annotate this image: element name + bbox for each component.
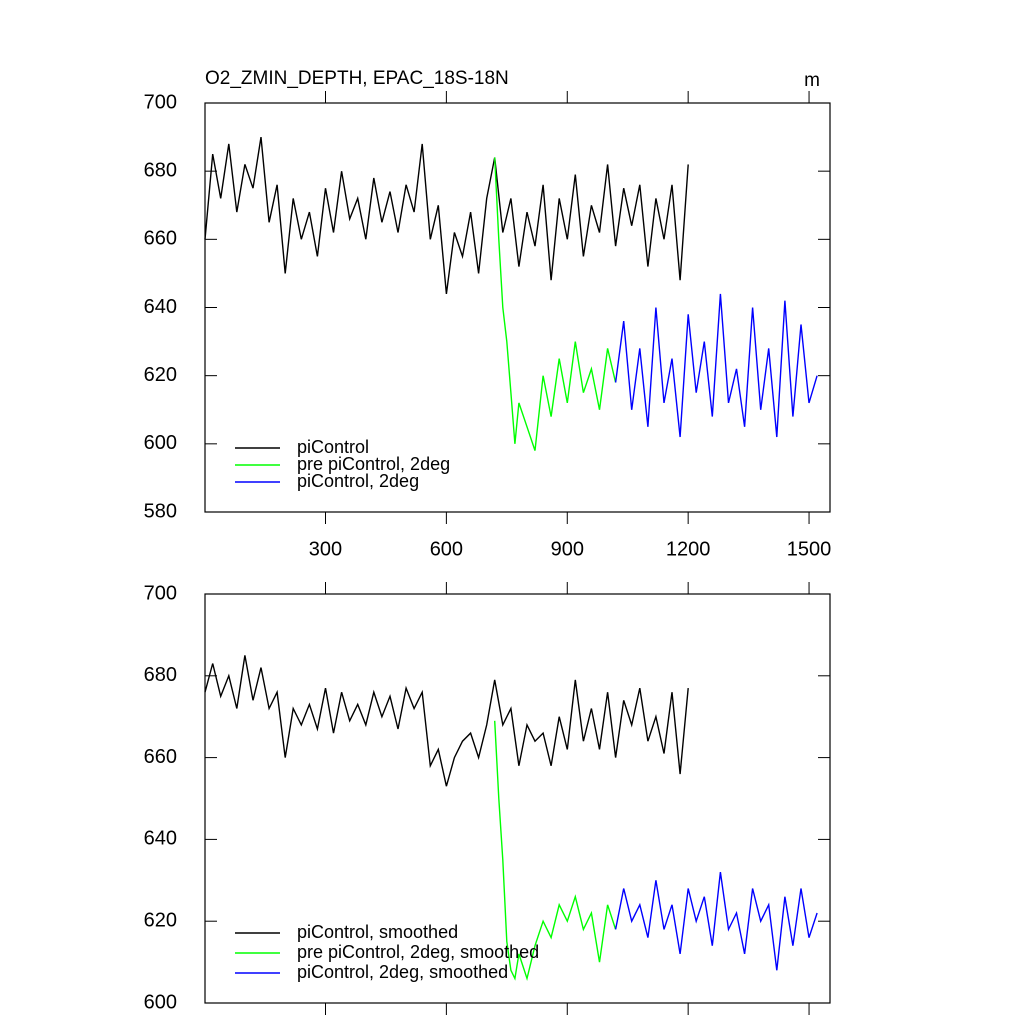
units-label: m <box>804 70 820 91</box>
legend-label: piControl, 2deg <box>297 471 419 491</box>
legend-label: pre piControl, 2deg <box>297 454 450 474</box>
y-tick-label: 600 <box>144 991 177 1013</box>
y-tick-label: 660 <box>144 228 177 250</box>
y-tick-label: 640 <box>144 828 177 850</box>
x-tick-label: 900 <box>551 538 584 560</box>
y-tick-label: 620 <box>144 909 177 931</box>
plot-frame <box>204 593 831 1004</box>
x-tick-label: 1200 <box>666 538 711 560</box>
series-line <box>614 293 818 438</box>
x-tick-label: 1500 <box>787 538 832 560</box>
y-tick-label: 580 <box>144 500 177 522</box>
series-line <box>494 720 617 982</box>
y-tick-label: 680 <box>144 159 177 181</box>
y-tick-label: 700 <box>144 582 177 604</box>
y-tick-label: 620 <box>144 364 177 386</box>
series-line <box>204 655 689 787</box>
series-line <box>614 872 818 971</box>
y-tick-label: 680 <box>144 664 177 686</box>
legend-label: piControl, 2deg, smoothed <box>297 962 508 982</box>
series-line <box>204 136 689 294</box>
x-tick-label: 600 <box>430 538 463 560</box>
chart-title: O2_ZMIN_DEPTH, EPAC_18S-18N <box>205 68 509 89</box>
y-tick-label: 660 <box>144 746 177 768</box>
legend-label: piControl, smoothed <box>297 922 458 942</box>
y-tick-label: 640 <box>144 296 177 318</box>
y-tick-label: 700 <box>144 91 177 113</box>
legend-label: piControl <box>297 437 369 457</box>
series-line <box>494 157 617 451</box>
legend-label: pre piControl, 2deg, smoothed <box>297 942 539 962</box>
y-tick-label: 600 <box>144 432 177 454</box>
x-tick-label: 300 <box>309 538 342 560</box>
